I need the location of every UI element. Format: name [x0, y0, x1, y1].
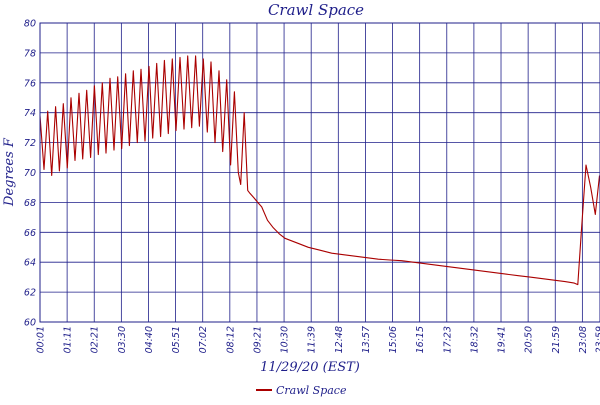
- legend-label: Crawl Space: [276, 384, 347, 397]
- y-tick-label: 68: [24, 198, 36, 209]
- x-tick-label: 16:15: [415, 326, 426, 353]
- x-tick-label: 15:06: [388, 326, 399, 353]
- x-tick-label: 20:50: [524, 326, 535, 353]
- x-tick-label: 08:12: [225, 326, 236, 353]
- y-tick-label: 70: [24, 168, 36, 179]
- y-tick-label: 66: [24, 228, 36, 239]
- x-tick-label: 04:40: [144, 326, 155, 353]
- x-tick-label: 13:57: [361, 326, 372, 353]
- x-axis-label: 11/29/20 (EST): [260, 360, 360, 375]
- x-tick-label: 09:21: [252, 326, 263, 353]
- x-tick-label: 03:30: [117, 326, 128, 353]
- x-tick-label: 11:39: [307, 326, 318, 353]
- x-tick-label: 00:01: [36, 326, 47, 353]
- y-tick-label: 78: [24, 48, 36, 59]
- x-tick-label: 07:02: [198, 326, 209, 353]
- y-axis-ticks: 60 62 64 66 68 70 72 74 76 78 80: [24, 19, 36, 329]
- chart-title: Crawl Space: [268, 1, 364, 19]
- x-axis-ticks: 00:01 01:11 02:21 03:30 04:40 05:51 07:02 08:12…: [36, 326, 600, 353]
- x-tick-label: 19:41: [497, 326, 508, 353]
- y-tick-label: 80: [24, 19, 36, 30]
- x-tick-label: 17:23: [442, 326, 453, 353]
- y-tick-label: 62: [24, 288, 36, 299]
- x-tick-label: 02:21: [90, 326, 101, 353]
- y-axis-label: Degrees F: [2, 137, 17, 207]
- x-tick-label: 01:11: [63, 326, 74, 353]
- x-tick-label: 23:59: [595, 326, 600, 353]
- y-tick-label: 64: [24, 258, 36, 269]
- y-tick-label: 76: [24, 78, 36, 89]
- y-tick-label: 60: [24, 318, 36, 329]
- y-tick-label: 72: [24, 138, 36, 149]
- x-tick-label: 23:08: [578, 326, 589, 353]
- x-tick-label: 10:30: [280, 326, 291, 353]
- y-tick-label: 74: [24, 108, 36, 119]
- x-tick-label: 21:59: [551, 326, 562, 353]
- x-tick-label: 05:51: [171, 326, 182, 353]
- x-tick-label: 18:32: [469, 326, 480, 353]
- x-tick-label: 12:48: [334, 326, 345, 353]
